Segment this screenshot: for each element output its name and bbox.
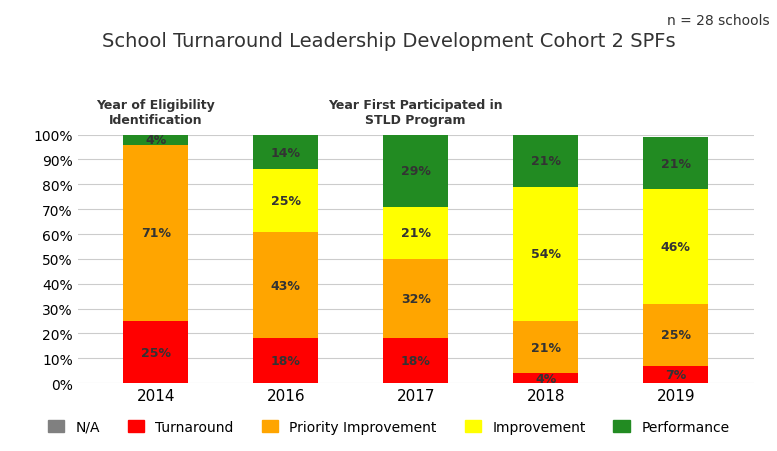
Bar [253, 232, 319, 339]
Bar [124, 135, 188, 145]
Text: 43%: 43% [270, 279, 301, 292]
Text: 21%: 21% [401, 227, 430, 240]
Text: Year First Participated in
STLD Program: Year First Participated in STLD Program [329, 98, 503, 126]
Text: 25%: 25% [660, 328, 691, 341]
Text: 54%: 54% [531, 248, 561, 261]
Text: 25%: 25% [270, 194, 301, 207]
Text: 18%: 18% [270, 354, 301, 368]
Legend: N/A, Turnaround, Priority Improvement, Improvement, Performance: N/A, Turnaround, Priority Improvement, I… [42, 414, 735, 440]
Text: 21%: 21% [531, 155, 561, 168]
Bar [643, 138, 708, 190]
Bar [513, 135, 578, 188]
Text: 21%: 21% [660, 157, 691, 170]
Text: 14%: 14% [270, 146, 301, 159]
Bar [513, 373, 578, 383]
Bar [513, 188, 578, 321]
Text: School Turnaround Leadership Development Cohort 2 SPFs: School Turnaround Leadership Development… [102, 32, 675, 51]
Text: 46%: 46% [660, 240, 691, 253]
Text: 71%: 71% [141, 227, 171, 240]
Text: 29%: 29% [401, 165, 430, 178]
Text: 4%: 4% [145, 134, 166, 147]
Bar [383, 135, 448, 207]
Text: 7%: 7% [665, 368, 686, 381]
Text: Year of Eligibility
Identification: Year of Eligibility Identification [96, 98, 215, 126]
Bar [383, 339, 448, 383]
Bar [643, 366, 708, 383]
Bar [513, 321, 578, 373]
Bar [124, 321, 188, 383]
Bar [383, 259, 448, 339]
Bar [253, 339, 319, 383]
Bar [253, 170, 319, 232]
Text: 32%: 32% [401, 293, 430, 305]
Bar [383, 207, 448, 259]
Bar [253, 135, 319, 170]
Text: 21%: 21% [531, 341, 561, 354]
Bar [643, 190, 708, 304]
Text: 4%: 4% [535, 372, 556, 385]
Text: 25%: 25% [141, 346, 171, 359]
Text: 18%: 18% [401, 354, 430, 368]
Bar [643, 304, 708, 366]
Text: n = 28 schools: n = 28 schools [667, 14, 769, 28]
Bar [124, 145, 188, 321]
